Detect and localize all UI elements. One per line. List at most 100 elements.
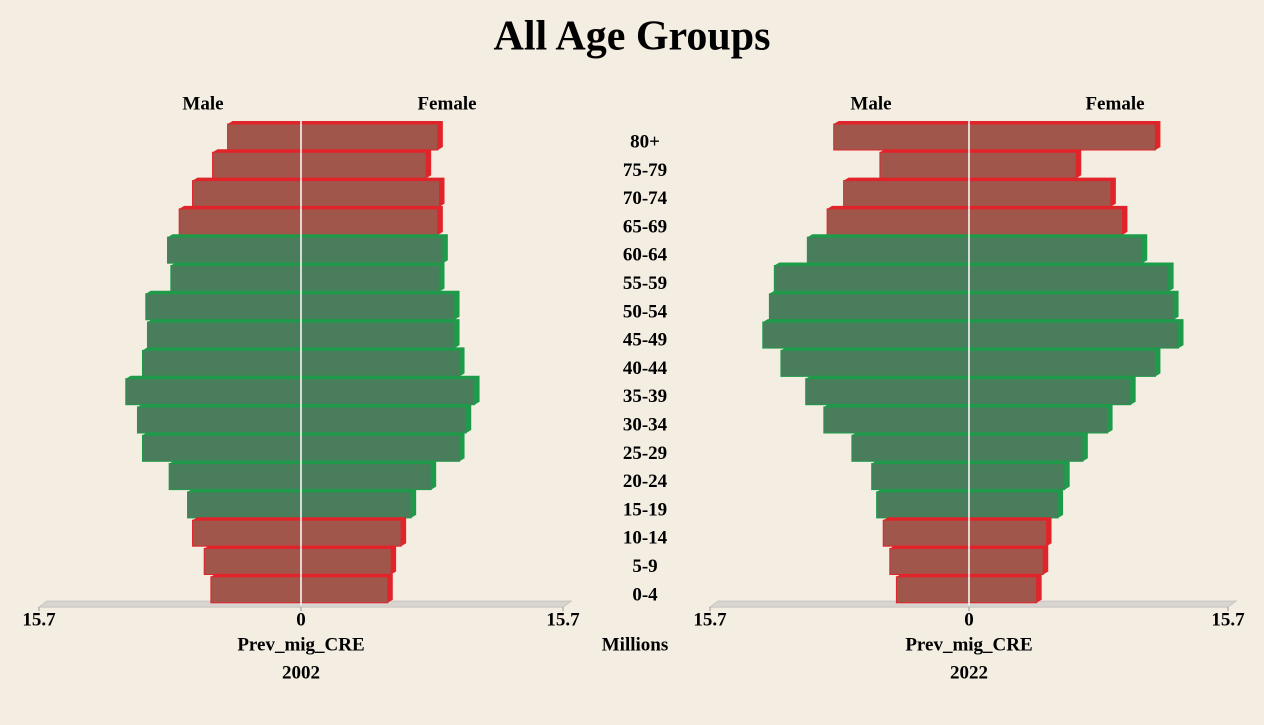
bar — [136, 406, 302, 434]
bar — [203, 548, 302, 575]
bar — [170, 265, 302, 292]
x-tick-label: 15.7 — [546, 609, 580, 630]
category-label: 55-59 — [623, 273, 667, 294]
bar — [889, 548, 970, 575]
bar — [168, 463, 302, 491]
x-tick-label: 0 — [964, 609, 974, 630]
bar — [300, 293, 456, 321]
bar — [968, 151, 1077, 179]
bar — [968, 519, 1048, 547]
x-axis-label: Prev_mig_CRE — [237, 634, 364, 655]
axis-floor — [37, 600, 573, 608]
bar — [968, 406, 1109, 434]
bar — [300, 378, 476, 406]
bar — [968, 576, 1038, 604]
bar — [125, 378, 302, 406]
bar — [968, 321, 1180, 349]
bar — [300, 576, 389, 604]
bar — [968, 548, 1044, 575]
category-label: 50-54 — [623, 301, 668, 322]
bar — [300, 519, 402, 547]
bar — [843, 180, 970, 208]
bar — [300, 463, 432, 491]
bar — [227, 123, 302, 151]
x-tick-label: 0 — [296, 609, 306, 630]
category-label: 60-64 — [623, 245, 668, 266]
bar — [968, 434, 1084, 462]
bar — [805, 378, 970, 406]
category-label: 75-79 — [623, 160, 667, 181]
category-label: 25-29 — [623, 443, 667, 464]
bar — [300, 180, 441, 208]
x-axis-label: Prev_mig_CRE — [905, 634, 1032, 655]
category-label: 20-24 — [623, 471, 668, 492]
bar — [212, 151, 302, 179]
x-tick-label: 15.7 — [1211, 609, 1245, 630]
bar — [141, 349, 302, 377]
bar — [823, 406, 970, 434]
bar — [166, 236, 302, 264]
category-label: 70-74 — [623, 188, 668, 209]
bar — [968, 293, 1175, 321]
legend-female: Female — [1085, 93, 1144, 114]
bar — [968, 378, 1132, 406]
bar — [833, 123, 970, 151]
bar — [300, 208, 439, 236]
bar — [145, 293, 302, 321]
bar — [300, 434, 461, 462]
bar — [300, 349, 461, 377]
bar — [895, 576, 970, 604]
subtitle: 2022 — [950, 662, 988, 683]
subtitle: 2002 — [282, 662, 320, 683]
bar — [968, 265, 1170, 292]
category-label: 0-4 — [632, 584, 658, 605]
bar — [879, 151, 970, 179]
bar — [300, 321, 456, 349]
bar — [300, 548, 392, 575]
legend-male: Male — [182, 93, 223, 114]
bar — [968, 236, 1143, 264]
bar — [968, 463, 1066, 491]
bar — [871, 463, 970, 491]
bar — [187, 491, 302, 519]
bar — [768, 293, 970, 321]
bar — [826, 208, 970, 236]
bar — [300, 151, 427, 179]
category-label: 80+ — [630, 132, 660, 153]
bar — [300, 406, 467, 434]
category-label: 30-34 — [623, 415, 668, 436]
category-label: 10-14 — [623, 528, 668, 549]
bar — [968, 123, 1156, 151]
bar — [968, 349, 1156, 377]
category-label: 45-49 — [623, 330, 667, 351]
category-label: 15-19 — [623, 499, 667, 520]
bar — [192, 180, 302, 208]
bar — [141, 434, 302, 462]
bar — [300, 236, 444, 264]
category-label: 40-44 — [623, 358, 668, 379]
bar — [300, 491, 412, 519]
category-label: 5-9 — [632, 556, 657, 577]
bar — [876, 491, 970, 519]
legend-female: Female — [417, 93, 476, 114]
bar — [968, 491, 1059, 519]
category-label: 65-69 — [623, 216, 667, 237]
bar — [851, 434, 970, 462]
bar — [773, 265, 970, 292]
bar — [806, 236, 970, 264]
legend-male: Male — [850, 93, 891, 114]
x-tick-label: 15.7 — [22, 609, 56, 630]
bar — [178, 208, 302, 236]
bar — [780, 349, 970, 377]
bar — [192, 519, 302, 547]
bar — [882, 519, 970, 547]
bar — [210, 576, 302, 604]
category-label: 35-39 — [623, 386, 667, 407]
unit-label: Millions — [602, 634, 669, 655]
chart-title: All Age Groups — [494, 14, 771, 60]
bar — [146, 321, 302, 349]
x-tick-label: 15.7 — [693, 609, 727, 630]
bar — [300, 123, 439, 151]
bar — [300, 265, 441, 292]
